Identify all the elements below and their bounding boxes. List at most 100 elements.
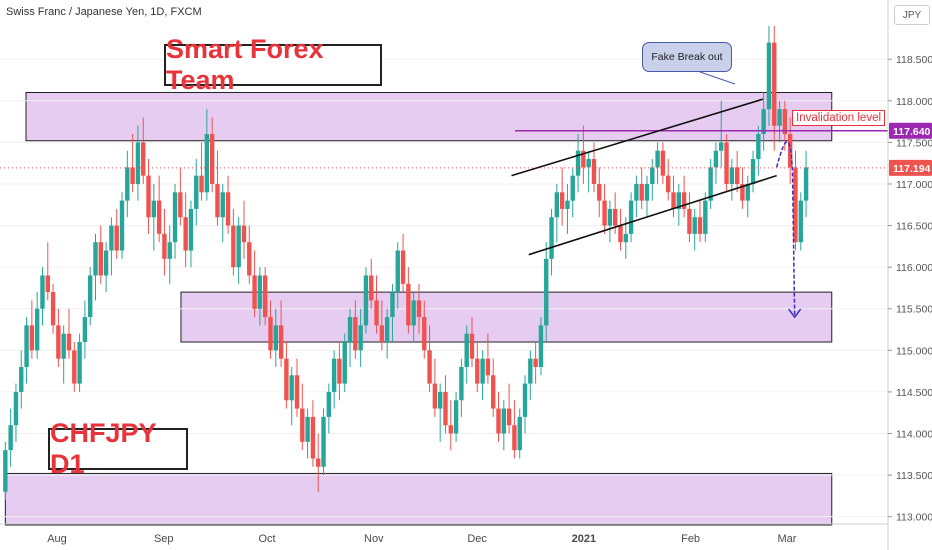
candle-body — [369, 275, 374, 301]
fake-breakout-callout: Fake Break out — [642, 42, 732, 72]
time-tick-label: Sep — [154, 533, 174, 545]
candle-body — [310, 416, 316, 459]
candle-body — [708, 167, 713, 201]
candle-body — [703, 200, 708, 234]
supply-demand-zone-1 — [180, 291, 833, 343]
candle-body — [628, 200, 634, 234]
candle-body — [199, 175, 204, 193]
candle-body — [151, 200, 157, 218]
candle-body — [379, 325, 385, 343]
candle-body — [411, 300, 416, 326]
candle-body — [141, 142, 146, 176]
candle-body — [528, 358, 533, 384]
price-tick-label: 116.500 — [896, 221, 932, 233]
candle-body — [236, 225, 241, 268]
candle-body — [623, 233, 628, 243]
candle-body — [522, 383, 528, 417]
candle-body — [745, 183, 750, 201]
candle-body — [644, 183, 650, 201]
candle-body — [453, 400, 459, 434]
candle-body — [766, 42, 772, 110]
candle-body — [331, 358, 337, 392]
candle-body — [156, 200, 162, 234]
candle-body — [729, 167, 735, 184]
candle-body — [496, 408, 501, 434]
candle-body — [194, 175, 199, 209]
invalidation-price-tag: 117.640 — [893, 126, 931, 138]
candle-body — [565, 200, 570, 209]
candle-body — [581, 150, 586, 168]
time-tick-label: Nov — [364, 533, 384, 545]
supply-demand-zone-0 — [25, 91, 833, 142]
price-tick-label: 117.500 — [896, 137, 932, 149]
price-tick-label: 114.500 — [896, 387, 932, 399]
candle-body — [56, 325, 61, 359]
candle-body — [517, 416, 522, 451]
candle-body — [485, 358, 491, 376]
candle-body — [24, 325, 29, 367]
candle-body — [639, 183, 644, 201]
time-tick-label: Mar — [778, 533, 797, 545]
price-axis[interactable]: 113.000 113.500 114.000 114.500 115.000 115.5… — [887, 0, 932, 550]
candle-body — [777, 109, 782, 126]
candles-layer — [3, 25, 809, 501]
price-tick-label: 113.000 — [896, 512, 932, 524]
time-tick-label: Feb — [681, 533, 700, 545]
candle-body — [93, 242, 98, 276]
candle-body — [427, 350, 432, 384]
candle-body — [464, 333, 469, 367]
candle-body — [262, 275, 268, 318]
candle-body — [167, 242, 172, 259]
candle-body — [321, 416, 326, 467]
time-tick-label: Oct — [258, 533, 275, 545]
candle-body — [443, 391, 448, 426]
invalidation-level-label: Invalidation level — [792, 110, 886, 126]
price-tick-label: 115.000 — [896, 345, 932, 357]
candle-body — [666, 175, 671, 193]
candle-body — [713, 150, 719, 168]
price-tick-label: 117.000 — [896, 179, 932, 191]
candle-body — [803, 167, 809, 201]
candle-body — [406, 283, 411, 326]
candle-body — [559, 192, 565, 209]
candle-body — [475, 358, 480, 384]
candle-body — [305, 416, 310, 442]
time-axis[interactable]: Aug Sep Oct Nov Dec 2021 Feb Mar — [0, 523, 888, 545]
candle-body — [554, 192, 560, 218]
time-tick-label: 2021 — [572, 533, 596, 545]
candle-body — [45, 275, 50, 293]
candle-body — [316, 458, 321, 467]
candle-body — [697, 217, 703, 234]
candle-body — [146, 175, 151, 218]
candle-body — [162, 233, 167, 259]
candle-body — [575, 150, 581, 176]
candle-body — [612, 208, 618, 226]
candle-body — [750, 159, 756, 184]
candle-body — [363, 275, 369, 326]
candle-body — [459, 366, 464, 401]
candle-body — [432, 383, 438, 409]
candle-body — [252, 275, 257, 309]
candle-body — [278, 325, 284, 359]
trendline-1 — [528, 174, 777, 256]
candle-body — [342, 342, 347, 384]
lines-layer — [0, 71, 888, 319]
candle-body — [77, 342, 82, 384]
candle-body — [634, 183, 639, 201]
candle-body — [347, 317, 353, 343]
currency-toggle-button[interactable]: JPY — [894, 5, 930, 25]
candle-body — [294, 375, 300, 409]
price-tick-label: 118.500 — [896, 54, 932, 66]
candle-body — [384, 317, 390, 343]
candle-body — [692, 217, 697, 234]
candle-body — [231, 225, 236, 268]
candle-body — [681, 192, 687, 209]
candle-body — [650, 167, 655, 184]
projection-arrowhead — [788, 308, 802, 319]
candle-body — [761, 109, 766, 135]
candle-body — [188, 208, 194, 251]
candle-body — [591, 159, 597, 184]
price-tick-label: 115.500 — [896, 304, 932, 316]
candle-body — [618, 225, 623, 243]
